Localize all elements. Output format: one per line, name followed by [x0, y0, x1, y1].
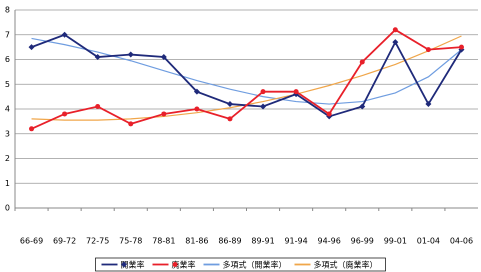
x-tick-label: 69-72: [53, 237, 76, 246]
point: [359, 59, 365, 65]
x-tick-label: 75-78: [119, 237, 142, 246]
point: [29, 126, 35, 132]
point: [392, 39, 399, 46]
y-tick-label: 3: [5, 129, 10, 138]
point: [425, 101, 432, 108]
point: [392, 27, 398, 33]
point: [161, 111, 167, 117]
point: [121, 261, 127, 268]
point: [458, 44, 464, 50]
point: [359, 103, 366, 110]
point: [227, 116, 233, 122]
x-tick-label: 86-89: [218, 237, 241, 246]
point: [326, 111, 332, 117]
y-tick-label: 7: [5, 30, 10, 39]
point: [61, 31, 68, 38]
x-tick-label: 96-99: [351, 237, 374, 246]
x-tick-label: 04-06: [450, 237, 473, 246]
y-tick-label: 1: [5, 179, 10, 188]
trend-line: [31, 37, 462, 105]
legend-label: 多項式（廃業率）: [314, 260, 378, 270]
y-tick-label: 0: [5, 204, 10, 213]
x-tick-label: 99-01: [384, 237, 407, 246]
point: [226, 101, 233, 108]
x-tick-label: 78-81: [152, 237, 175, 246]
point: [128, 121, 134, 127]
series-line: [31, 28, 462, 130]
point: [194, 106, 200, 112]
x-tick-label: 66-69: [20, 237, 43, 246]
legend-label: 開業率: [121, 260, 145, 270]
y-tick-label: 2: [5, 154, 10, 163]
x-tick-label: 72-75: [86, 237, 109, 246]
point: [260, 103, 267, 110]
y-tick-label: 4: [5, 105, 10, 114]
point: [260, 89, 266, 95]
point: [160, 54, 167, 61]
x-tick-label: 89-91: [251, 237, 274, 246]
point: [62, 111, 68, 117]
point: [193, 88, 200, 95]
point: [127, 51, 134, 58]
x-tick-label: 01-04: [417, 237, 440, 246]
legend-box: [95, 257, 386, 272]
point: [94, 54, 101, 61]
point: [172, 262, 178, 267]
y-tick-label: 5: [5, 80, 10, 89]
y-tick-label: 6: [5, 55, 10, 64]
y-tick-label: 8: [5, 6, 10, 15]
legend-label: 廃業率: [172, 260, 196, 270]
legend-label: 多項式（開業率）: [223, 260, 287, 270]
legend: 開業率 廃業率 多項式（開業率） 多項式（廃業率）: [95, 257, 386, 272]
x-tick-label: 94-96: [318, 237, 341, 246]
point: [425, 47, 431, 53]
x-tick-label: 81-86: [185, 237, 208, 246]
x-tick-label: 91-94: [284, 237, 307, 246]
point: [293, 89, 299, 95]
point: [28, 44, 35, 51]
point: [95, 104, 101, 110]
